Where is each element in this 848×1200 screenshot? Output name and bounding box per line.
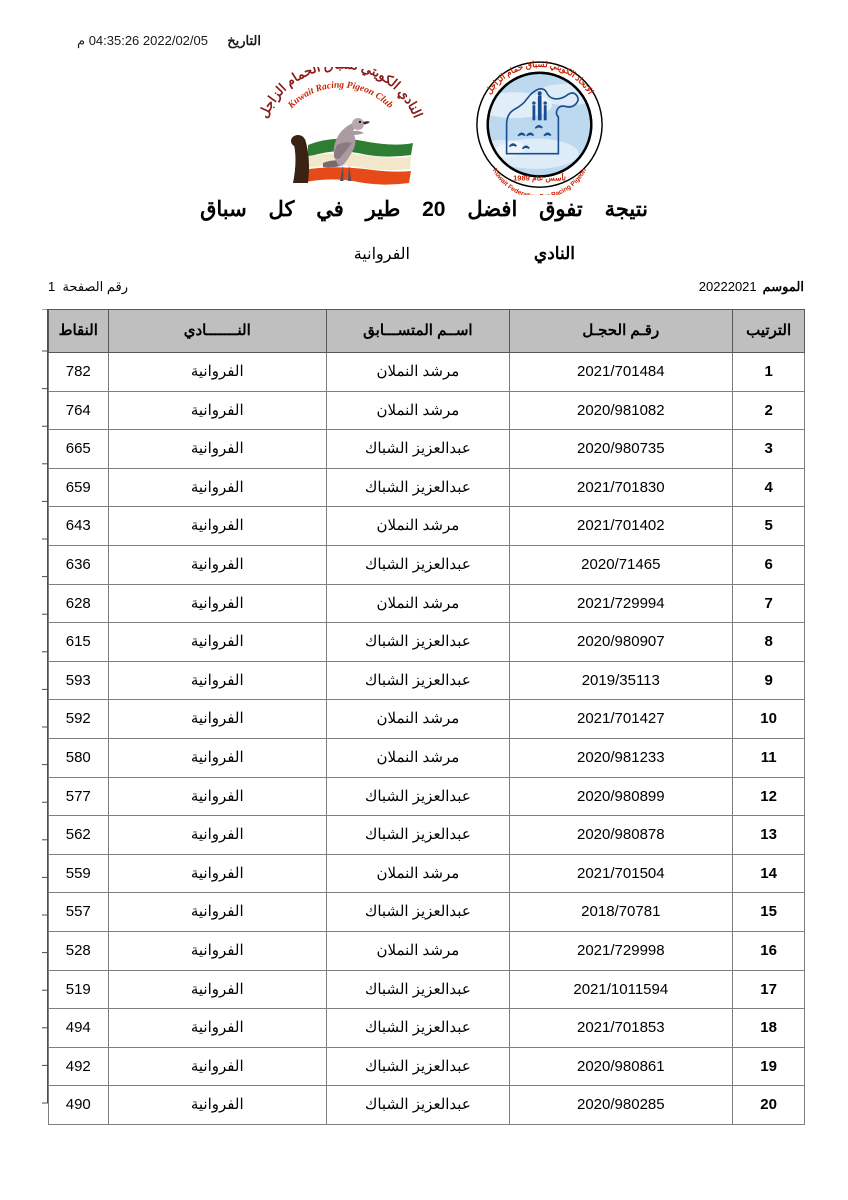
svg-text:Kuwait Racing Pigeon Club: Kuwait Racing Pigeon Club [286,80,395,111]
svg-text:النادي الكويتي لسباق الحمام ال: النادي الكويتي لسباق الحمام الزاجل [255,67,425,120]
